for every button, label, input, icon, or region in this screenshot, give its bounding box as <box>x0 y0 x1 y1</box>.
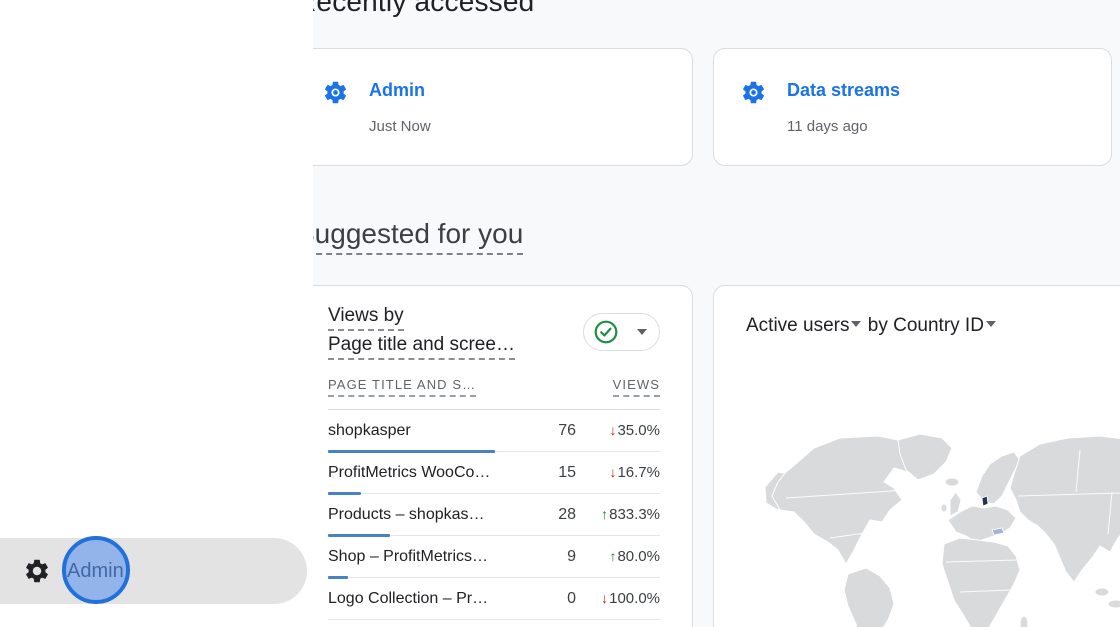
dimension-selector[interactable]: Country ID <box>893 315 984 336</box>
suggested-for-you-heading: Suggested for you <box>296 218 524 255</box>
row-views-value: 0 <box>567 589 576 607</box>
row-data-bar <box>328 576 348 579</box>
views-report-card: Views by Page title and scree… PAGE TITL… <box>290 285 693 627</box>
row-data-bar <box>328 492 361 495</box>
sidebar-item-label: Admin <box>67 559 124 582</box>
data-status-button[interactable] <box>583 313 660 351</box>
recent-card-timestamp: 11 days ago <box>787 118 868 135</box>
gear-icon <box>23 557 51 585</box>
chevron-down-icon <box>637 329 647 335</box>
row-data-bar <box>328 534 390 537</box>
recent-card-data-streams[interactable]: Data streams 11 days ago <box>713 48 1112 166</box>
dimension-selector[interactable]: Page title and scree… <box>328 332 515 360</box>
world-map <box>720 392 1120 627</box>
metric-selector[interactable]: Active users <box>746 315 850 336</box>
recent-card-title[interactable]: Data streams <box>787 80 901 100</box>
row-views-value: 28 <box>558 505 576 523</box>
row-page-title: shopkasper <box>328 421 411 439</box>
column-header-views[interactable]: VIEWS <box>612 377 660 397</box>
row-page-title: Logo Collection – Pr… <box>328 589 489 607</box>
table-row: Logo Collection – Pr… 0 ↓100.0% <box>328 578 660 620</box>
row-delta: ↑833.3% <box>601 506 660 523</box>
delta-arrow-icon: ↑ <box>609 548 617 564</box>
table-row: Products – shopkas… 28 ↑833.3% <box>328 494 660 537</box>
title-connector: by <box>867 315 888 336</box>
left-panel: Admin <box>0 0 313 627</box>
views-card-title: Views by Page title and scree… <box>328 303 515 361</box>
row-delta: ↓16.7% <box>609 464 660 481</box>
chevron-down-icon <box>985 321 996 327</box>
row-views-value: 9 <box>567 547 576 565</box>
recent-card-admin[interactable]: Admin Just Now <box>290 48 693 166</box>
delta-arrow-icon: ↓ <box>601 590 609 606</box>
table-header: PAGE TITLE AND S… VIEWS <box>328 377 660 397</box>
table-header-divider <box>328 409 660 410</box>
table-row: Shop – ProfitMetrics… 9 ↑80.0% <box>328 536 660 579</box>
table-rows: shopkasper 76 ↓35.0% ProfitMetrics WooCo… <box>328 410 660 620</box>
row-delta: ↓100.0% <box>601 590 660 607</box>
row-views-value: 76 <box>558 421 576 439</box>
recent-card-timestamp: Just Now <box>369 118 431 135</box>
row-data-bar <box>328 450 495 453</box>
gear-icon <box>740 79 767 111</box>
metric-selector[interactable]: Views by <box>328 303 404 331</box>
row-page-title: Shop – ProfitMetrics… <box>328 547 489 565</box>
table-row: shopkasper 76 ↓35.0% <box>328 410 660 453</box>
row-page-title: ProfitMetrics WooCo… <box>328 463 491 481</box>
row-page-title: Products – shopkas… <box>328 505 485 523</box>
sidebar-item-admin[interactable]: Admin <box>0 538 307 604</box>
row-views-value: 15 <box>558 463 576 481</box>
row-delta: ↑80.0% <box>609 548 660 565</box>
delta-arrow-icon: ↑ <box>601 506 609 522</box>
row-delta: ↓35.0% <box>609 422 660 439</box>
recent-card-title[interactable]: Admin <box>369 80 425 100</box>
recently-accessed-heading: Recently accessed <box>296 0 535 17</box>
chevron-down-icon <box>851 321 862 327</box>
active-users-map-card: Active users by Country ID <box>713 285 1120 627</box>
column-header-page-title[interactable]: PAGE TITLE AND S… <box>328 377 477 397</box>
map-card-title: Active users by Country ID <box>746 315 997 337</box>
check-circle-icon <box>593 319 619 345</box>
gear-icon <box>322 79 349 111</box>
table-row: ProfitMetrics WooCo… 15 ↓16.7% <box>328 452 660 495</box>
delta-arrow-icon: ↓ <box>609 464 617 480</box>
delta-arrow-icon: ↓ <box>609 422 617 438</box>
map-highlight-denmark <box>981 495 989 507</box>
